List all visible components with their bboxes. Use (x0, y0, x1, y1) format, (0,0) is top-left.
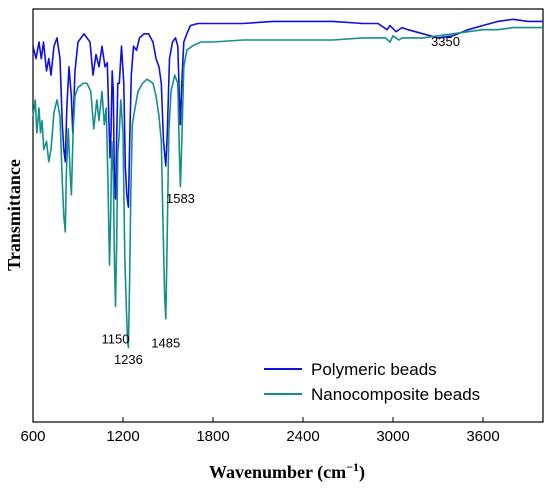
series-layer (32, 18, 543, 349)
x-tick-label: 3600 (466, 428, 499, 445)
x-tick-label: 1200 (106, 428, 139, 445)
x-tick-label: 600 (20, 428, 45, 445)
x-axis-title-sup: −1 (346, 460, 359, 474)
peak-label-3350: 3350 (431, 34, 460, 49)
plot-frame (32, 8, 544, 423)
series-line-nanocomposite (32, 26, 543, 349)
x-axis-title-end: ) (359, 462, 365, 483)
x-axis-title: Wavenumber (cm−1) (209, 460, 365, 483)
x-tick-label: 3000 (376, 428, 409, 445)
legend-label-polymeric: Polymeric beads (311, 360, 437, 379)
x-axis-title-main: Wavenumber (cm (209, 462, 346, 483)
y-axis-title: Transmittance (4, 159, 24, 271)
x-tick-label: 1800 (196, 428, 229, 445)
x-tick-label: 2400 (286, 428, 319, 445)
peak-label-1236: 1236 (114, 352, 143, 367)
peak-label-1583: 1583 (166, 191, 195, 206)
series-line-polymeric (32, 18, 543, 208)
legend: Polymeric beads Nanocomposite beads (264, 360, 480, 404)
peak-label-1485: 1485 (151, 336, 180, 351)
annotations: 3350 1583 1150 1236 1485 (102, 34, 460, 367)
peak-label-1150: 1150 (102, 332, 130, 347)
x-axis: 600 1200 1800 2400 3000 3600 (20, 417, 500, 445)
legend-label-nanocomposite: Nanocomposite beads (311, 385, 480, 404)
